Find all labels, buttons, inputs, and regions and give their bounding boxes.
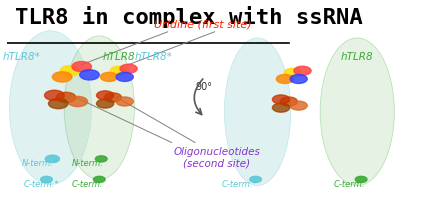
- Ellipse shape: [64, 37, 134, 180]
- Text: TLR8 in complex with ssRNA: TLR8 in complex with ssRNA: [15, 6, 363, 28]
- Circle shape: [273, 104, 290, 113]
- Text: C-term.: C-term.: [334, 179, 365, 188]
- Circle shape: [68, 97, 88, 107]
- Circle shape: [120, 65, 137, 74]
- Circle shape: [48, 99, 68, 109]
- Circle shape: [276, 75, 293, 84]
- Text: 90°: 90°: [195, 82, 212, 92]
- Circle shape: [280, 98, 298, 106]
- Ellipse shape: [224, 39, 291, 186]
- Circle shape: [80, 70, 99, 81]
- Text: Uridine (first site): Uridine (first site): [154, 20, 252, 29]
- Circle shape: [284, 69, 301, 78]
- Circle shape: [290, 75, 307, 84]
- Ellipse shape: [320, 39, 394, 186]
- Text: N-term.: N-term.: [72, 159, 103, 168]
- Circle shape: [110, 67, 128, 76]
- Circle shape: [104, 93, 122, 102]
- Text: C-term.*: C-term.*: [222, 179, 258, 188]
- Circle shape: [294, 67, 311, 76]
- Text: hTLR8: hTLR8: [341, 52, 374, 62]
- Circle shape: [100, 73, 117, 82]
- Text: N-term.*: N-term.*: [22, 159, 58, 168]
- Circle shape: [93, 176, 105, 183]
- Text: hTLR8*: hTLR8*: [135, 52, 173, 62]
- Circle shape: [95, 156, 107, 162]
- Text: C-term.*: C-term.*: [23, 179, 59, 188]
- Circle shape: [290, 102, 307, 111]
- Circle shape: [41, 176, 53, 183]
- Circle shape: [97, 100, 114, 109]
- Circle shape: [116, 73, 133, 82]
- Text: Oligonucleotides
(second site): Oligonucleotides (second site): [173, 146, 260, 168]
- Ellipse shape: [9, 32, 92, 185]
- Circle shape: [72, 62, 92, 72]
- Circle shape: [56, 93, 76, 103]
- Circle shape: [45, 91, 64, 101]
- Circle shape: [97, 91, 114, 100]
- Circle shape: [355, 176, 367, 183]
- Text: hTLR8: hTLR8: [103, 52, 135, 62]
- Circle shape: [250, 176, 262, 183]
- Circle shape: [53, 72, 72, 83]
- Circle shape: [273, 95, 290, 104]
- Text: C-term.: C-term.: [72, 179, 103, 188]
- Text: hTLR8*: hTLR8*: [2, 52, 40, 62]
- Circle shape: [116, 98, 133, 106]
- Circle shape: [60, 66, 80, 76]
- Circle shape: [45, 155, 59, 163]
